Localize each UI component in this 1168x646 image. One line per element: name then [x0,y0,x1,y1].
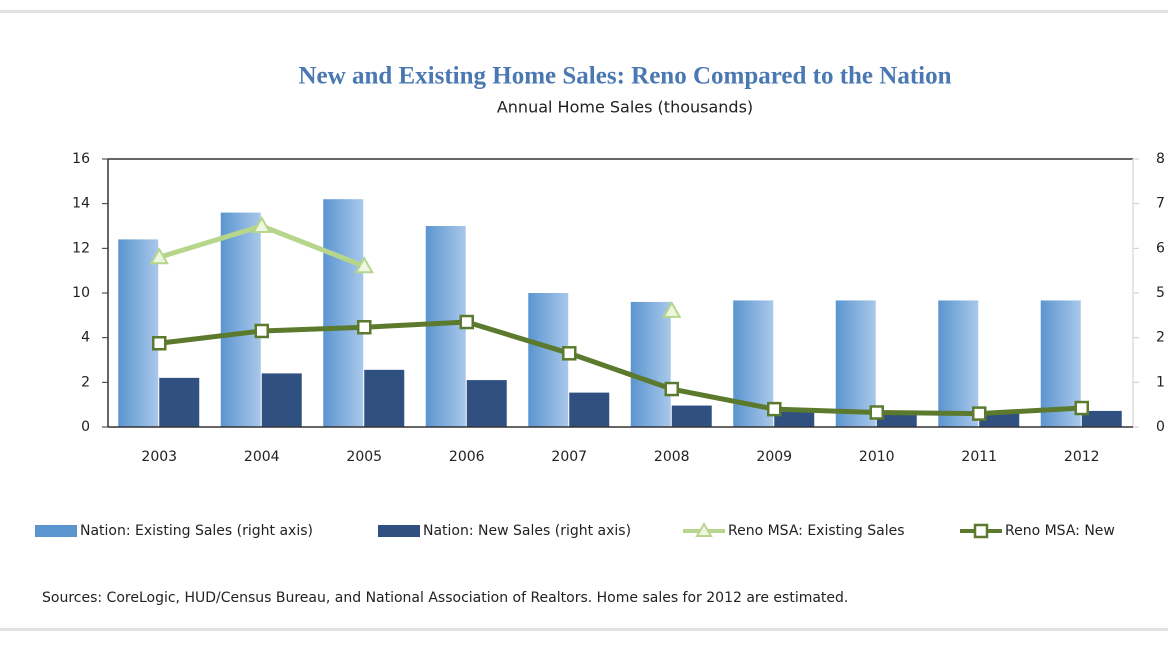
x-tick-label: 2010 [859,449,895,465]
y2-tick-label: 6 [1156,240,1165,256]
bar [876,412,917,427]
marker [1074,400,1089,416]
x-tick-label: 2003 [141,449,177,465]
bar [774,410,815,427]
marker [254,323,269,339]
x-tick-label: 2011 [961,449,997,465]
marker [252,215,272,233]
y2-tick-label: 2 [1156,330,1165,346]
y-tick-label: 12 [72,240,90,256]
bar [528,293,569,427]
marker [354,256,374,274]
legend-label: Nation: New Sales (right axis) [423,523,631,539]
legend-label: Nation: Existing Sales (right axis) [80,523,313,539]
y-tick-label: 16 [72,151,90,167]
chart-title: New and Existing Home Sales: Reno Compar… [298,63,951,90]
legend-swatch [378,525,420,537]
legend-marker [973,523,989,539]
bar [323,199,364,427]
marker [972,406,987,421]
bar [979,413,1020,427]
y2-tick-label: 8 [1156,151,1165,167]
bar [220,212,261,427]
y2-tick-label: 0 [1156,419,1165,435]
x-tick-label: 2007 [551,449,587,465]
bar [1081,410,1122,427]
bar [938,300,979,427]
legend-marker [695,522,713,537]
marker [662,300,682,318]
marker [357,319,372,335]
legend-label: Reno MSA: Existing Sales [728,523,905,539]
legend-label: Reno MSA: New [1005,523,1115,539]
bar [466,380,507,427]
line [158,319,1082,417]
y-tick-label: 0 [81,419,90,435]
marker [664,381,679,397]
marker [152,336,167,351]
y2-tick-label: 1 [1156,374,1165,390]
x-tick-label: 2008 [654,449,690,465]
top-rule [0,10,1168,13]
bar [118,239,159,427]
bottom-rule [0,628,1168,631]
bar [569,392,610,427]
bar [364,369,405,427]
bar [835,300,876,427]
marker [869,405,884,420]
y-tick-label: 4 [81,330,90,346]
x-tick-label: 2006 [449,449,485,465]
y-tick-label: 14 [72,196,90,212]
x-tick-label: 2004 [244,449,280,465]
marker [767,401,782,417]
y2-tick-label: 7 [1156,196,1165,212]
marker [562,346,577,361]
bar [671,405,712,427]
x-tick-label: 2005 [346,449,382,465]
marker [459,314,474,330]
chart-subtitle: Annual Home Sales (thousands) [497,98,753,117]
y-tick-label: 10 [72,285,90,301]
x-tick-label: 2012 [1064,449,1100,465]
source-note: Sources: CoreLogic, HUD/Census Bureau, a… [42,590,848,606]
bar [159,377,200,427]
y-tick-label: 2 [81,374,90,390]
x-tick-label: 2009 [756,449,792,465]
bar [1040,300,1081,427]
y2-tick-label: 5 [1156,285,1165,301]
marker [149,247,169,265]
bar [425,226,466,427]
bar [630,301,671,427]
bar [261,373,302,427]
legend-swatch [35,525,77,537]
